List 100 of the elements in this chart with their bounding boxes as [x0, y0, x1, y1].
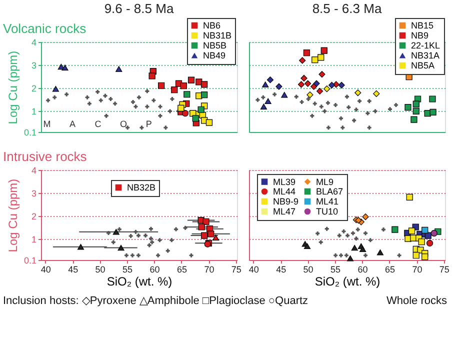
- point: [184, 91, 190, 98]
- point: [152, 98, 156, 102]
- annotation: M: [43, 119, 51, 129]
- x-tick-label: 40: [248, 264, 259, 274]
- legend-label: ML9: [316, 176, 334, 187]
- point: [358, 99, 362, 104]
- point: [52, 86, 59, 92]
- point: [429, 96, 436, 102]
- point: [192, 115, 199, 122]
- point: [319, 104, 324, 109]
- point: [364, 253, 368, 258]
- point: [276, 83, 282, 90]
- point: [412, 108, 420, 115]
- point: [158, 82, 165, 89]
- point: [208, 230, 214, 238]
- point: [352, 118, 356, 122]
- x-tick-label: 55: [122, 264, 133, 274]
- point: [188, 76, 195, 84]
- point: [164, 126, 168, 130]
- point: [137, 95, 141, 100]
- point: [430, 108, 436, 116]
- legend-label: ML39: [273, 176, 296, 187]
- point: [345, 94, 349, 99]
- y-tick-label: 2: [31, 84, 36, 94]
- y-tick-label: 4: [31, 38, 36, 48]
- point: [170, 97, 174, 101]
- y-tick-label: 4: [31, 166, 36, 176]
- point: [320, 47, 328, 54]
- point: [103, 94, 108, 98]
- point: [144, 234, 148, 238]
- point: [381, 228, 386, 232]
- point: [201, 92, 208, 98]
- point: [145, 104, 150, 109]
- x-tick-label: 75: [231, 264, 242, 274]
- point: [46, 98, 50, 102]
- point: [64, 92, 69, 96]
- point: [300, 74, 308, 82]
- point: [334, 103, 338, 107]
- y-tick-label: 1: [31, 234, 36, 245]
- point: [168, 109, 172, 114]
- x-tick-label: 60: [358, 264, 368, 274]
- point: [346, 105, 351, 110]
- point: [126, 126, 130, 130]
- point: [406, 194, 413, 201]
- legend-label: NB31A: [411, 50, 440, 60]
- annotation: P: [146, 119, 152, 129]
- point: [118, 244, 124, 251]
- point: [87, 102, 92, 106]
- point: [148, 226, 153, 231]
- point: [310, 83, 318, 90]
- point: [140, 126, 144, 130]
- point: [324, 226, 329, 231]
- point: [113, 102, 118, 106]
- point: [346, 255, 354, 262]
- x-tick-label: 50: [95, 264, 106, 274]
- point: [340, 126, 345, 130]
- point: [334, 253, 338, 258]
- x-tick-label: 55: [330, 264, 341, 274]
- point: [201, 232, 208, 239]
- point: [174, 227, 178, 232]
- point: [339, 116, 344, 120]
- point: [318, 240, 323, 244]
- point: [322, 109, 327, 114]
- legend-label: NB49: [203, 50, 226, 60]
- chart-subtitle: Volcanic rocks: [3, 21, 87, 36]
- point: [350, 231, 355, 236]
- point: [304, 243, 311, 250]
- x-tick-label: 45: [276, 264, 286, 274]
- point: [117, 227, 122, 232]
- point: [412, 100, 420, 108]
- point: [354, 89, 362, 96]
- x-tick-label: 70: [204, 264, 214, 274]
- point: [344, 253, 348, 258]
- point: [261, 95, 266, 100]
- point: [212, 234, 220, 241]
- point: [62, 64, 68, 71]
- point: [418, 238, 425, 246]
- point: [180, 82, 187, 90]
- point: [359, 246, 366, 252]
- y-tick-label: 0.1: [24, 128, 36, 138]
- point: [410, 116, 418, 123]
- legend-label: NB15: [411, 20, 434, 30]
- point: [304, 80, 312, 87]
- point: [316, 88, 324, 94]
- chart-title: 9.6 - 8.5 Ma: [104, 1, 174, 16]
- point: [339, 253, 344, 258]
- point: [182, 110, 189, 117]
- point: [104, 114, 108, 118]
- point: [198, 106, 204, 113]
- y-tick-label: 0.1: [24, 256, 36, 266]
- point: [364, 231, 368, 236]
- point: [388, 107, 392, 112]
- point: [106, 231, 111, 235]
- point: [408, 228, 416, 234]
- point: [394, 103, 398, 107]
- legend-label: ML44: [273, 186, 296, 196]
- legend-label: ML47: [273, 206, 296, 216]
- point: [111, 240, 116, 244]
- point: [367, 99, 372, 104]
- point: [318, 71, 326, 78]
